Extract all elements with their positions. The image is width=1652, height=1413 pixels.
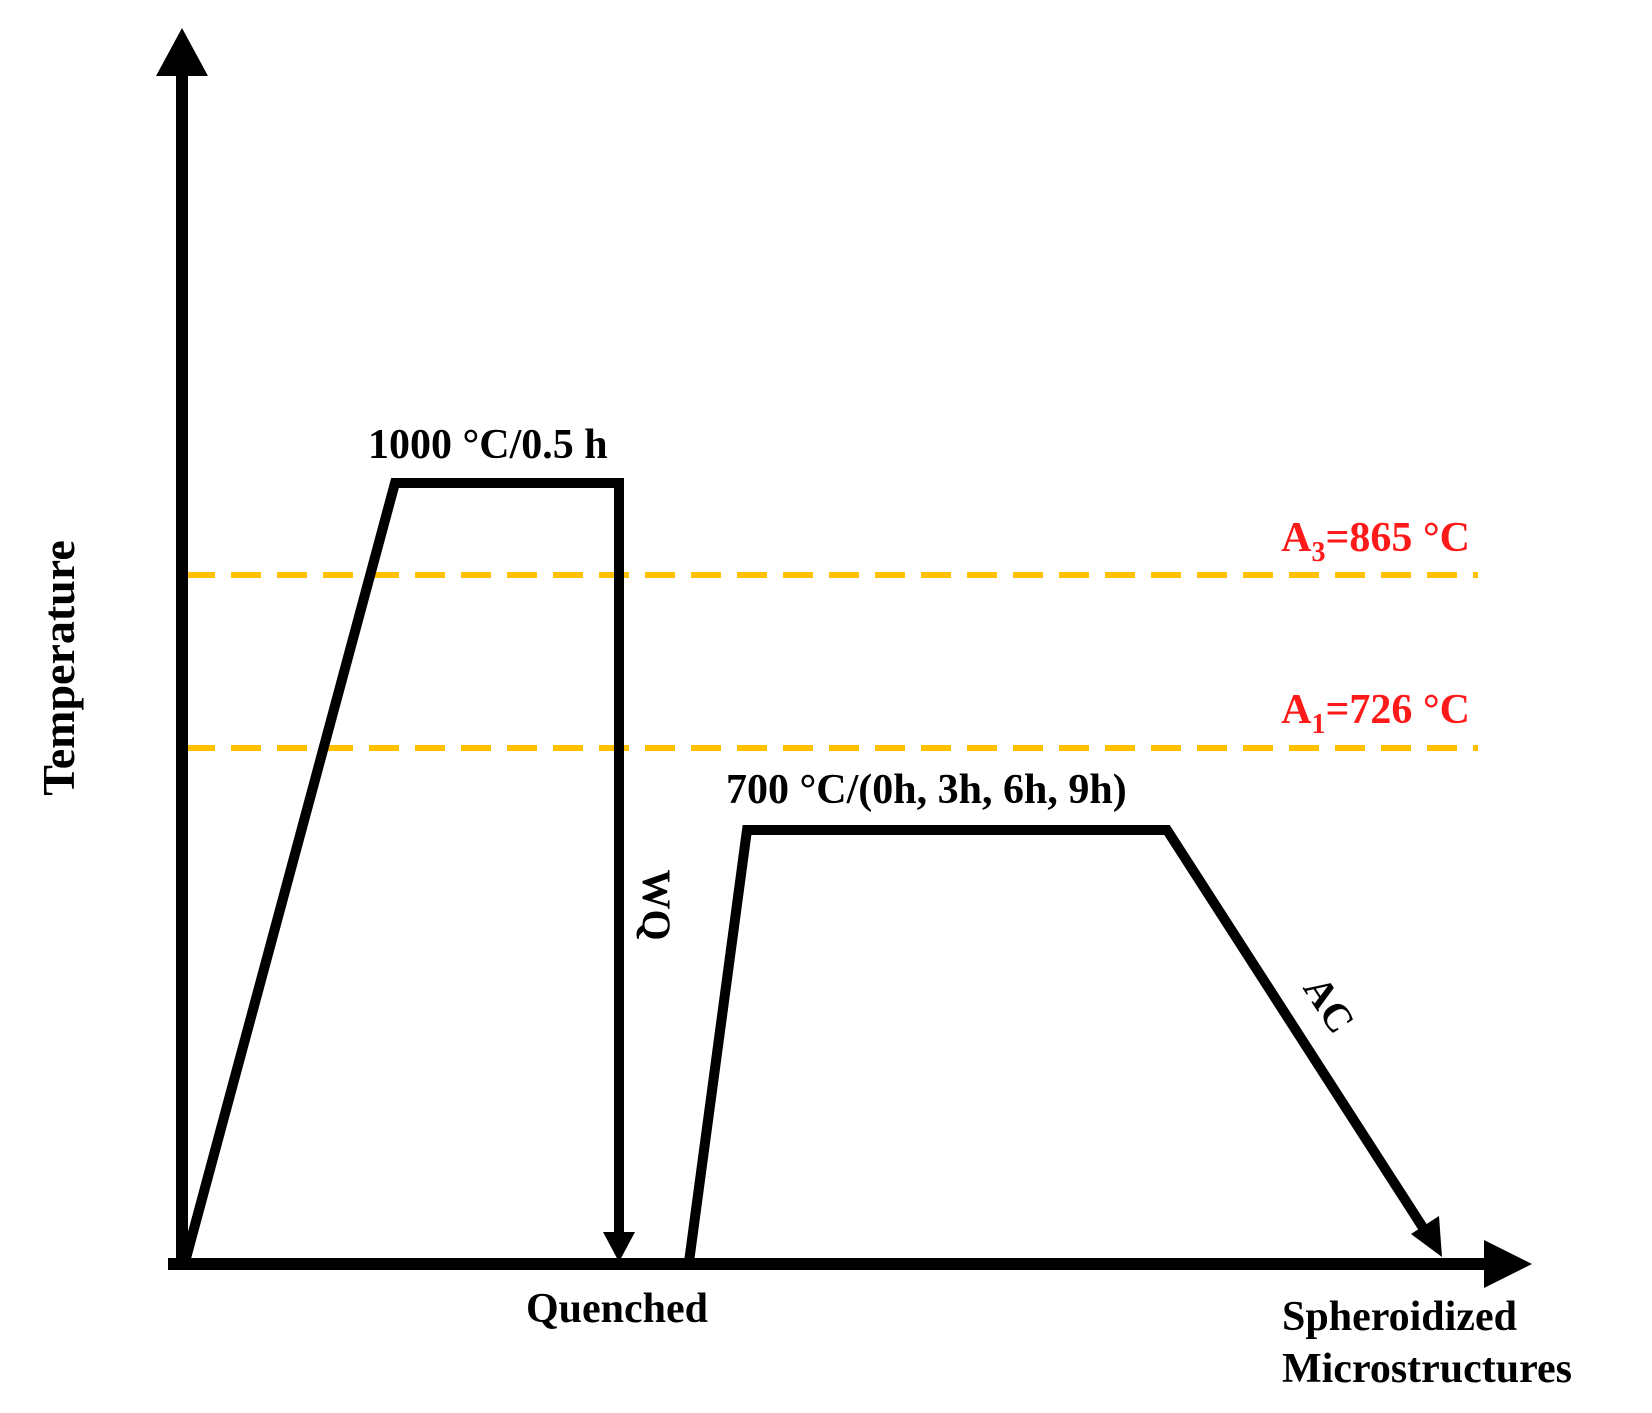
x-axis-arrowhead: [1484, 1240, 1532, 1288]
quenched-label: Quenched: [526, 1286, 708, 1332]
y-axis-label: Temperature: [33, 540, 84, 796]
a3-label: A3=865 °C: [1281, 515, 1470, 568]
y-axis-arrowhead: [156, 28, 208, 76]
spheroidized-label: Spheroidized Microstructures: [1282, 1294, 1572, 1392]
a3-subscript: 3: [1311, 537, 1325, 568]
austenitize-path: [180, 478, 624, 1264]
spheroidize-label: 700 °C/(0h, 3h, 6h, 9h): [726, 767, 1127, 813]
spheroidize-path: [684, 825, 1434, 1263]
spheroidized-label-line1: Spheroidized: [1282, 1294, 1517, 1340]
quench-arrowhead: [603, 1232, 635, 1262]
air-cool-arrowhead: [1411, 1216, 1442, 1257]
water-quench-label: WQ: [634, 869, 679, 940]
austenitize-label: 1000 °C/0.5 h: [368, 422, 608, 468]
a3-value: =865 °C: [1325, 515, 1470, 561]
spheroidized-label-line2: Microstructures: [1282, 1346, 1572, 1392]
a3-letter: A: [1281, 515, 1312, 561]
a1-label: A1=726 °C: [1281, 687, 1470, 740]
a1-letter: A: [1281, 687, 1312, 733]
a1-subscript: 1: [1311, 709, 1325, 740]
a1-value: =726 °C: [1325, 687, 1470, 733]
air-cool-label: AC: [1295, 968, 1364, 1041]
